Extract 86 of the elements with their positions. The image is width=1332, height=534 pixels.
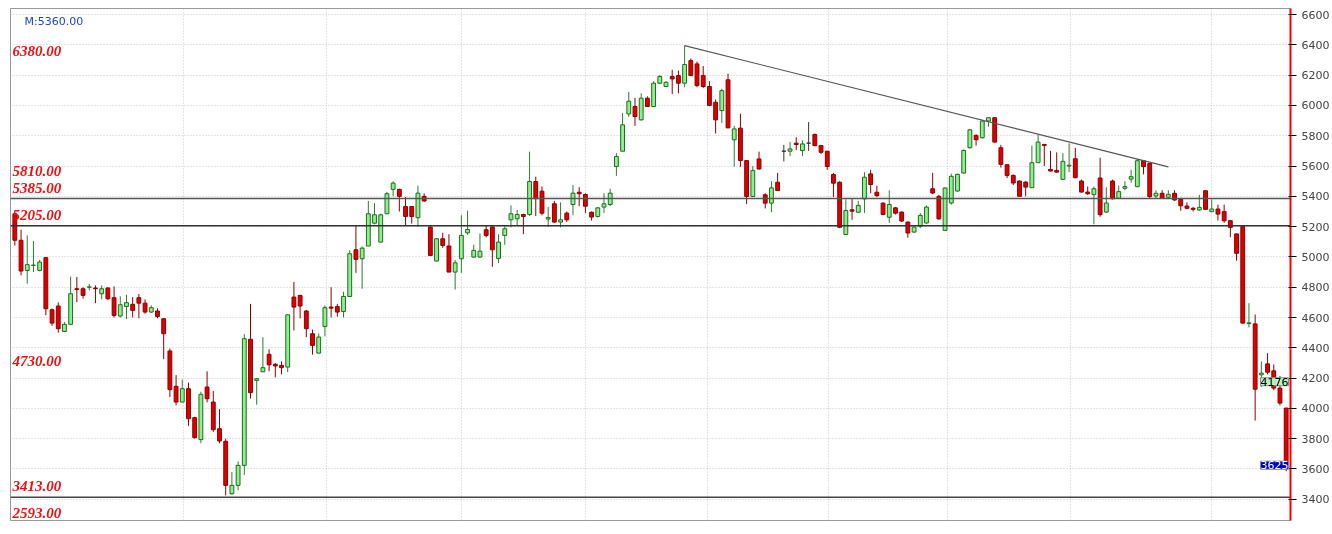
y-tick-label: 6400: [1301, 38, 1330, 52]
y-tick-label: 4200: [1301, 372, 1330, 386]
candlestick: [130, 296, 136, 319]
candlestick: [1060, 152, 1066, 181]
candlestick: [756, 151, 762, 171]
y-tick-label: 3800: [1301, 432, 1330, 446]
candlestick: [179, 379, 185, 403]
candlestick: [961, 148, 967, 175]
y-tick-label: 3600: [1301, 463, 1330, 476]
y-tick-label: 5400: [1301, 190, 1330, 204]
y-tick-label: 6600: [1301, 8, 1330, 22]
candlestick: [638, 92, 644, 122]
candlestick: [551, 200, 557, 224]
candlestick: [874, 185, 880, 198]
candlestick: [787, 141, 793, 157]
candlestick: [1066, 142, 1072, 173]
candlestick: [886, 189, 892, 224]
annotation: 6380.00: [12, 42, 62, 59]
candlestick: [254, 377, 260, 406]
y-tick-label: 5000: [1301, 250, 1330, 264]
candlestick: [204, 370, 210, 403]
candlestick: [173, 374, 179, 406]
candlestick: [291, 281, 297, 331]
candlestick: [936, 194, 942, 221]
candlestick: [496, 233, 501, 264]
candlestick: [769, 180, 774, 213]
candlestick: [843, 198, 849, 236]
candlestick: [545, 206, 551, 228]
candlestick: [359, 245, 365, 290]
candlestick: [998, 144, 1004, 169]
annotation: 4176: [1260, 375, 1289, 389]
candlestick: [303, 309, 309, 338]
ref-line-label: 5385.00: [12, 179, 62, 196]
y-tick-label: 5600: [1301, 160, 1330, 174]
candlestick: [161, 317, 167, 360]
y-tick-label: 4800: [1301, 281, 1330, 295]
candlestick: [1153, 189, 1159, 200]
candlestick: [868, 169, 874, 194]
candlestick: [390, 180, 396, 197]
ref-line-label: 5205.00: [12, 206, 62, 223]
annotation: 4730.00: [11, 352, 62, 369]
candlestick: [1041, 143, 1047, 167]
y-tick-label: 6200: [1301, 69, 1330, 83]
candlestick: [1122, 180, 1128, 191]
candlestick: [1035, 134, 1041, 164]
candlestick: [576, 186, 582, 207]
candlestick: [452, 259, 458, 290]
candlestick: [719, 88, 725, 124]
candlestick: [1103, 186, 1109, 214]
candlestick: [632, 97, 638, 127]
candlestick: [310, 329, 315, 356]
candlestick: [570, 184, 576, 216]
annotation: 2593.00: [11, 504, 62, 521]
candlestick: [651, 80, 657, 108]
candlestick: [458, 214, 464, 274]
candlestick: [1091, 185, 1097, 225]
annotation: M:5360.00: [24, 15, 84, 29]
candlestick: [849, 198, 855, 221]
candlestick: [862, 171, 867, 214]
candlestick: [229, 471, 235, 496]
candlestick: [502, 224, 508, 246]
candlestick: [260, 336, 266, 373]
annotation: 3625: [1260, 459, 1289, 473]
y-tick-label: 6000: [1301, 99, 1330, 113]
candlestick: [626, 91, 632, 118]
candlestick: [465, 210, 470, 236]
candlestick: [613, 152, 619, 177]
candlestick: [1246, 302, 1252, 328]
candlestick: [558, 201, 563, 228]
y-tick-label: 4000: [1301, 402, 1330, 416]
candlestick: [731, 125, 737, 168]
y-tick-label: 5800: [1301, 129, 1330, 143]
y-tick-label: 5200: [1301, 220, 1330, 234]
candlestick: [682, 45, 688, 88]
candlestick: [1072, 147, 1078, 179]
y-tick-label: 4400: [1301, 341, 1330, 355]
y-tick-label: 3400: [1301, 493, 1330, 507]
candlestick: [322, 304, 328, 337]
candlestick: [353, 225, 359, 274]
candlestick: [316, 332, 322, 354]
candlestick: [973, 133, 979, 147]
candlestick: [384, 191, 390, 215]
candlestick: [136, 293, 142, 319]
y-tick-label: 4600: [1301, 311, 1330, 325]
annotation: 5810.00: [12, 163, 62, 180]
ref-line-label: 3413.00: [11, 478, 62, 495]
